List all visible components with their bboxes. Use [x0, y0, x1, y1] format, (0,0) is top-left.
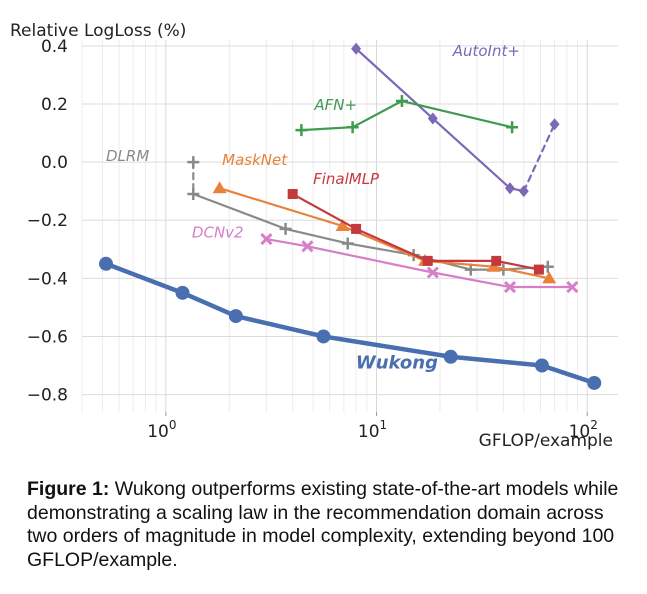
y-axis-ticks: 0.4 0.2 0.0 −0.2 −0.4 −0.6 −0.8 [27, 37, 68, 406]
series-afn [295, 95, 519, 137]
y-tick-label: −0.4 [27, 269, 68, 289]
data-point-plus [295, 124, 308, 137]
data-point-square [287, 189, 298, 200]
data-point-square [491, 255, 502, 266]
y-tick-label: −0.8 [27, 386, 68, 406]
data-point-diamond [549, 118, 560, 131]
data-point-circle [99, 256, 114, 271]
series-segment [355, 227, 429, 262]
series-dcnv2 [260, 233, 579, 294]
data-point-x [503, 280, 517, 294]
y-tick-label: 0.2 [41, 95, 68, 115]
series-label: DCNv2 [192, 224, 244, 242]
series-segment [218, 187, 344, 228]
data-point-circle [587, 375, 602, 390]
caption-label: Figure 1: [27, 478, 110, 500]
y-tick-label: −0.2 [27, 211, 68, 231]
y-tick-label: −0.6 [27, 327, 68, 347]
series-masknet [212, 181, 557, 284]
data-point-circle [228, 309, 243, 324]
series-wukong [99, 256, 602, 390]
series-segment [492, 265, 551, 280]
series-segment [448, 354, 545, 368]
data-point-triangle [212, 181, 227, 194]
x-tick-label: 100 [147, 418, 176, 442]
series-segment [233, 313, 326, 339]
x-axis-ticks: 100 101 102 [147, 412, 598, 442]
data-point-diamond [427, 112, 438, 125]
series-segment [351, 99, 404, 129]
data-point-plus [187, 156, 200, 169]
series-finalmlp [287, 189, 544, 275]
data-point-plus [395, 95, 408, 108]
series-label: Wukong [356, 352, 438, 373]
x-axis-title: GFLOP/example [479, 431, 613, 451]
series-segment [265, 237, 309, 248]
series-segment [192, 192, 287, 231]
series-segment [431, 271, 512, 289]
series-segment [495, 259, 541, 271]
data-point-x [426, 266, 439, 279]
series-segment [539, 363, 597, 386]
series-label: MaskNet [222, 151, 288, 169]
x-tick-label: 101 [358, 418, 387, 442]
data-point-triangle [335, 219, 350, 231]
series-segment [522, 123, 556, 193]
scaling-chart: 0.40.20.0−0.2−0.4−0.6−0.8 100 101 102 Auto… [10, 21, 618, 451]
series-label: DLRM [106, 147, 149, 165]
data-point-diamond [504, 182, 515, 195]
series-segment [321, 334, 453, 360]
data-point-plus [346, 121, 359, 134]
y-tick-label: 0.4 [41, 37, 68, 57]
series-segment [346, 242, 415, 257]
series-segment [300, 126, 354, 132]
series-segment [291, 192, 358, 231]
series-segment [103, 261, 185, 296]
y-axis-title: Relative LogLoss (%) [10, 21, 186, 41]
data-series [99, 42, 602, 390]
data-point-plus [341, 237, 354, 250]
series-label: FinalMLP [313, 170, 380, 188]
data-point-square [351, 223, 362, 234]
series-segment [284, 227, 349, 245]
series-label: AutoInt+ [452, 42, 520, 60]
data-point-circle [443, 349, 458, 364]
data-point-plus [279, 222, 292, 235]
data-point-triangle [542, 271, 557, 284]
data-point-diamond [518, 185, 529, 198]
data-point-x [301, 240, 314, 253]
data-point-plus [187, 188, 200, 201]
figure-caption: Figure 1: Wukong outperforms existing st… [27, 478, 627, 572]
data-point-plus [506, 121, 519, 134]
series-segment [431, 117, 512, 190]
series-segment [355, 47, 434, 120]
series-segment [306, 245, 434, 274]
data-point-diamond [351, 42, 362, 55]
y-tick-label: 0.0 [41, 153, 68, 173]
data-point-square [533, 264, 544, 275]
series-label: AFN+ [313, 96, 357, 114]
series-autoint [351, 42, 560, 198]
series-segment [180, 290, 239, 319]
data-point-square [422, 255, 433, 266]
data-point-circle [534, 358, 549, 373]
data-point-x [260, 233, 273, 246]
data-point-circle [175, 285, 190, 300]
data-point-circle [316, 329, 331, 344]
caption-text: Wukong outperforms existing state-of-the… [27, 478, 619, 571]
series-segment [400, 99, 514, 129]
data-point-x [566, 280, 579, 294]
series-labels: AutoInt+ AFN+ DLRM MaskNet FinalMLP DCNv2 Wuko… [106, 42, 520, 373]
